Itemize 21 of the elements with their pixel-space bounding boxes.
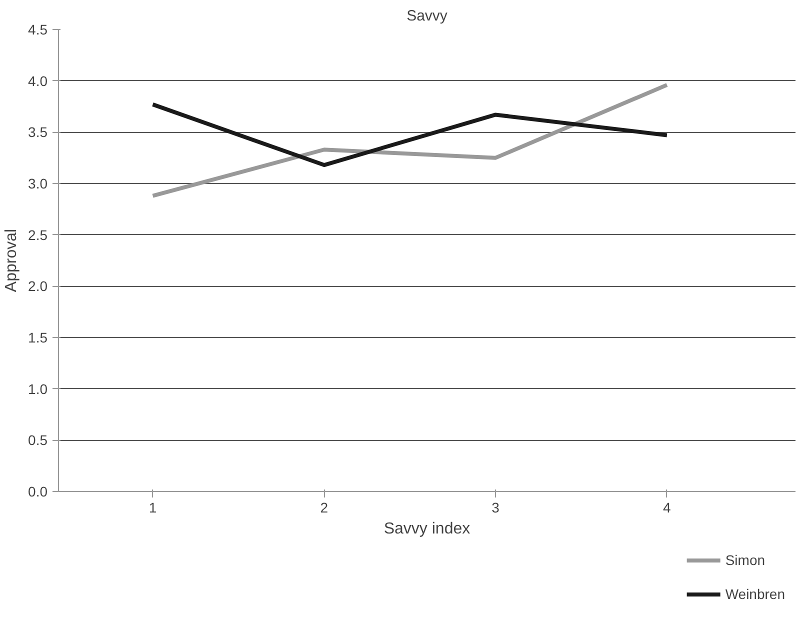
y-axis-title: Approval: [3, 228, 20, 292]
y-tick-label: 3.0: [28, 176, 48, 192]
y-tick-label: 2.5: [28, 226, 48, 243]
y-tick-label: 0.5: [28, 432, 48, 448]
line-series: [150, 102, 669, 168]
y-tick-label: 2.0: [28, 278, 48, 294]
y-tick-label: 3.5: [28, 124, 48, 140]
legend-label: Weinbren: [725, 586, 785, 602]
x-tick-label: 1: [148, 500, 157, 516]
y-tick-label: 0.0: [28, 484, 48, 500]
x-tick-label: 4: [663, 500, 672, 516]
x-tick-label: 2: [320, 500, 328, 516]
y-tick-label: 4.5: [28, 22, 48, 38]
x-axis-title: Savvy index: [384, 520, 470, 538]
y-tick-label: 4.0: [28, 72, 48, 89]
x-tick-label: 3: [492, 500, 500, 516]
legend-label: Simon: [725, 552, 766, 568]
line-series: [150, 82, 669, 198]
chart-title: Savvy: [406, 8, 448, 24]
y-tick-label: 1.0: [28, 380, 48, 397]
y-tick-label: 1.5: [28, 330, 48, 346]
